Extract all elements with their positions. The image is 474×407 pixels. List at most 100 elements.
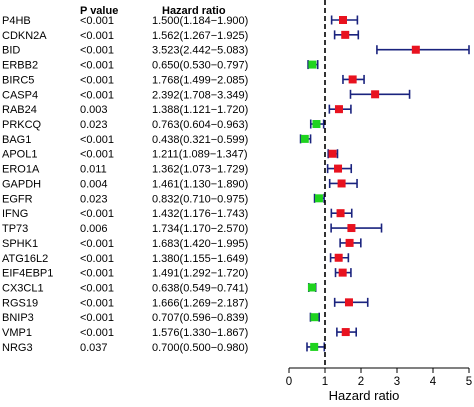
gene-label: ERBB2 [2,60,38,72]
hr-point-protective [310,342,319,351]
hazard-ratio-cell: 0.832(0.710−0.975) [152,193,248,205]
hazard-ratio-cell: 1.362(1.073−1.729) [152,164,248,176]
hr-point-risk [334,164,343,173]
hazard-ratio-cell: 1.491(1.292−1.720) [152,268,248,280]
p-value-cell: <0.001 [80,327,114,339]
x-axis: Hazard ratio 0 1 2 3 4 5 [286,367,472,403]
p-value-cell: <0.001 [80,238,114,250]
gene-label: SPHK1 [2,238,38,250]
p-value-cell: <0.001 [80,312,114,324]
p-value-cell: <0.001 [80,15,114,27]
hazard-ratio-cell: 1.683(1.420−1.995) [152,238,248,250]
forest-table: P value Hazard ratio P4HB <0.001 1.500(1.1… [2,5,248,354]
x-tick-label: 3 [394,376,400,388]
hazard-ratio-cell: 0.700(0.500−0.980) [152,342,248,354]
gene-label: CX3CL1 [2,282,44,294]
p-value-cell: 0.003 [80,104,108,116]
hazard-ratio-cell: 0.438(0.321−0.599) [152,134,248,146]
hr-point-risk [341,328,350,337]
gene-label: APOL1 [2,149,37,161]
p-value-cell: <0.001 [80,268,114,280]
gene-label: BAG1 [2,134,31,146]
p-value-cell: <0.001 [80,149,114,161]
hazard-ratio-cell: 1.388(1.121−1.720) [152,104,248,116]
hazard-ratio-cell: 1.211(1.089−1.347) [152,149,248,161]
hazard-ratio-cell: 3.523(2.442−5.083) [152,45,248,57]
hazard-ratio-cell: 0.763(0.604−0.963) [152,119,248,131]
gene-label: CASP4 [2,89,38,101]
gene-label: EIF4EBP1 [2,268,53,280]
hazard-ratio-cell: 1.734(1.170−2.570) [152,223,248,235]
p-value-cell: 0.037 [80,342,108,354]
gene-label: RGS19 [2,297,38,309]
p-value-cell: 0.023 [80,193,108,205]
p-value-cell: <0.001 [80,74,114,86]
gene-label: TP73 [2,223,28,235]
hr-point-risk [347,224,356,233]
gene-label: BIRC5 [2,74,34,86]
hazard-ratio-cell: 0.650(0.530−0.797) [152,60,248,72]
gene-label: P4HB [2,15,31,27]
hr-point-risk [334,253,343,262]
gene-label: PRKCQ [2,119,42,131]
hr-point-protective [300,134,309,143]
hazard-ratio-cell: 1.576(1.330−1.867) [152,327,248,339]
gene-label: GAPDH [2,178,41,190]
hr-point-protective [307,283,316,292]
p-value-cell: <0.001 [80,134,114,146]
hr-point-risk [328,149,337,158]
gene-label: ATG16L2 [2,253,48,265]
p-value-cell: <0.001 [80,208,114,220]
p-value-cell: <0.001 [80,253,114,265]
x-tick-label: 4 [430,376,437,388]
hazard-ratio-cell: 0.638(0.549−0.741) [152,282,248,294]
p-value-cell: <0.001 [80,282,114,294]
hazard-ratio-cell: 0.707(0.596−0.839) [152,312,248,324]
hr-point-risk [344,298,353,307]
header-p-value: P value [80,5,118,17]
hazard-ratio-cell: 1.461(1.130−1.890) [152,178,248,190]
x-tick-label: 5 [466,376,472,388]
hr-point-risk [348,75,357,84]
hazard-ratio-cell: 1.380(1.155−1.649) [152,253,248,265]
hr-point-protective [308,60,317,69]
hr-point-protective [314,194,323,203]
p-value-cell: 0.004 [80,178,108,190]
hazard-ratio-cell: 1.562(1.267−1.925) [152,30,248,42]
gene-label: BNIP3 [2,312,34,324]
hr-point-risk [338,268,347,277]
gene-label: RAB24 [2,104,37,116]
x-tick-label: 2 [358,376,364,388]
p-value-cell: 0.011 [80,164,107,176]
hr-point-risk [371,90,380,99]
header-hazard-ratio: Hazard ratio [162,5,226,17]
p-value-cell: <0.001 [80,89,114,101]
hazard-ratio-cell: 1.500(1.184−1.900) [152,15,248,27]
x-tick-label: 0 [286,376,292,388]
p-value-cell: 0.006 [80,223,108,235]
hr-point-risk [334,105,343,114]
hazard-ratio-cell: 2.392(1.708−3.349) [152,89,248,101]
plot-area [299,0,470,368]
hr-point-risk [336,209,345,218]
hr-point-risk [411,45,420,54]
gene-label: ERO1A [2,164,40,176]
gene-label: NRG3 [2,342,33,354]
gene-label: CDKN2A [2,30,47,42]
p-value-cell: <0.001 [80,297,114,309]
p-value-cell: <0.001 [80,30,114,42]
hazard-ratio-cell: 1.432(1.176−1.743) [152,208,248,220]
gene-label: IFNG [2,208,28,220]
hazard-ratio-cell: 1.768(1.499−2.085) [152,74,248,86]
hr-point-protective [312,120,321,129]
hr-point-protective [310,313,319,322]
hr-point-risk [339,16,347,24]
p-value-cell: 0.023 [80,119,108,131]
hazard-ratio-cell: 1.666(1.269−2.187) [152,297,248,309]
gene-label: BID [2,45,20,57]
hr-point-risk [341,30,350,39]
gene-label: VMP1 [2,327,32,339]
gene-label: EGFR [2,193,33,205]
hr-point-risk [345,238,354,247]
